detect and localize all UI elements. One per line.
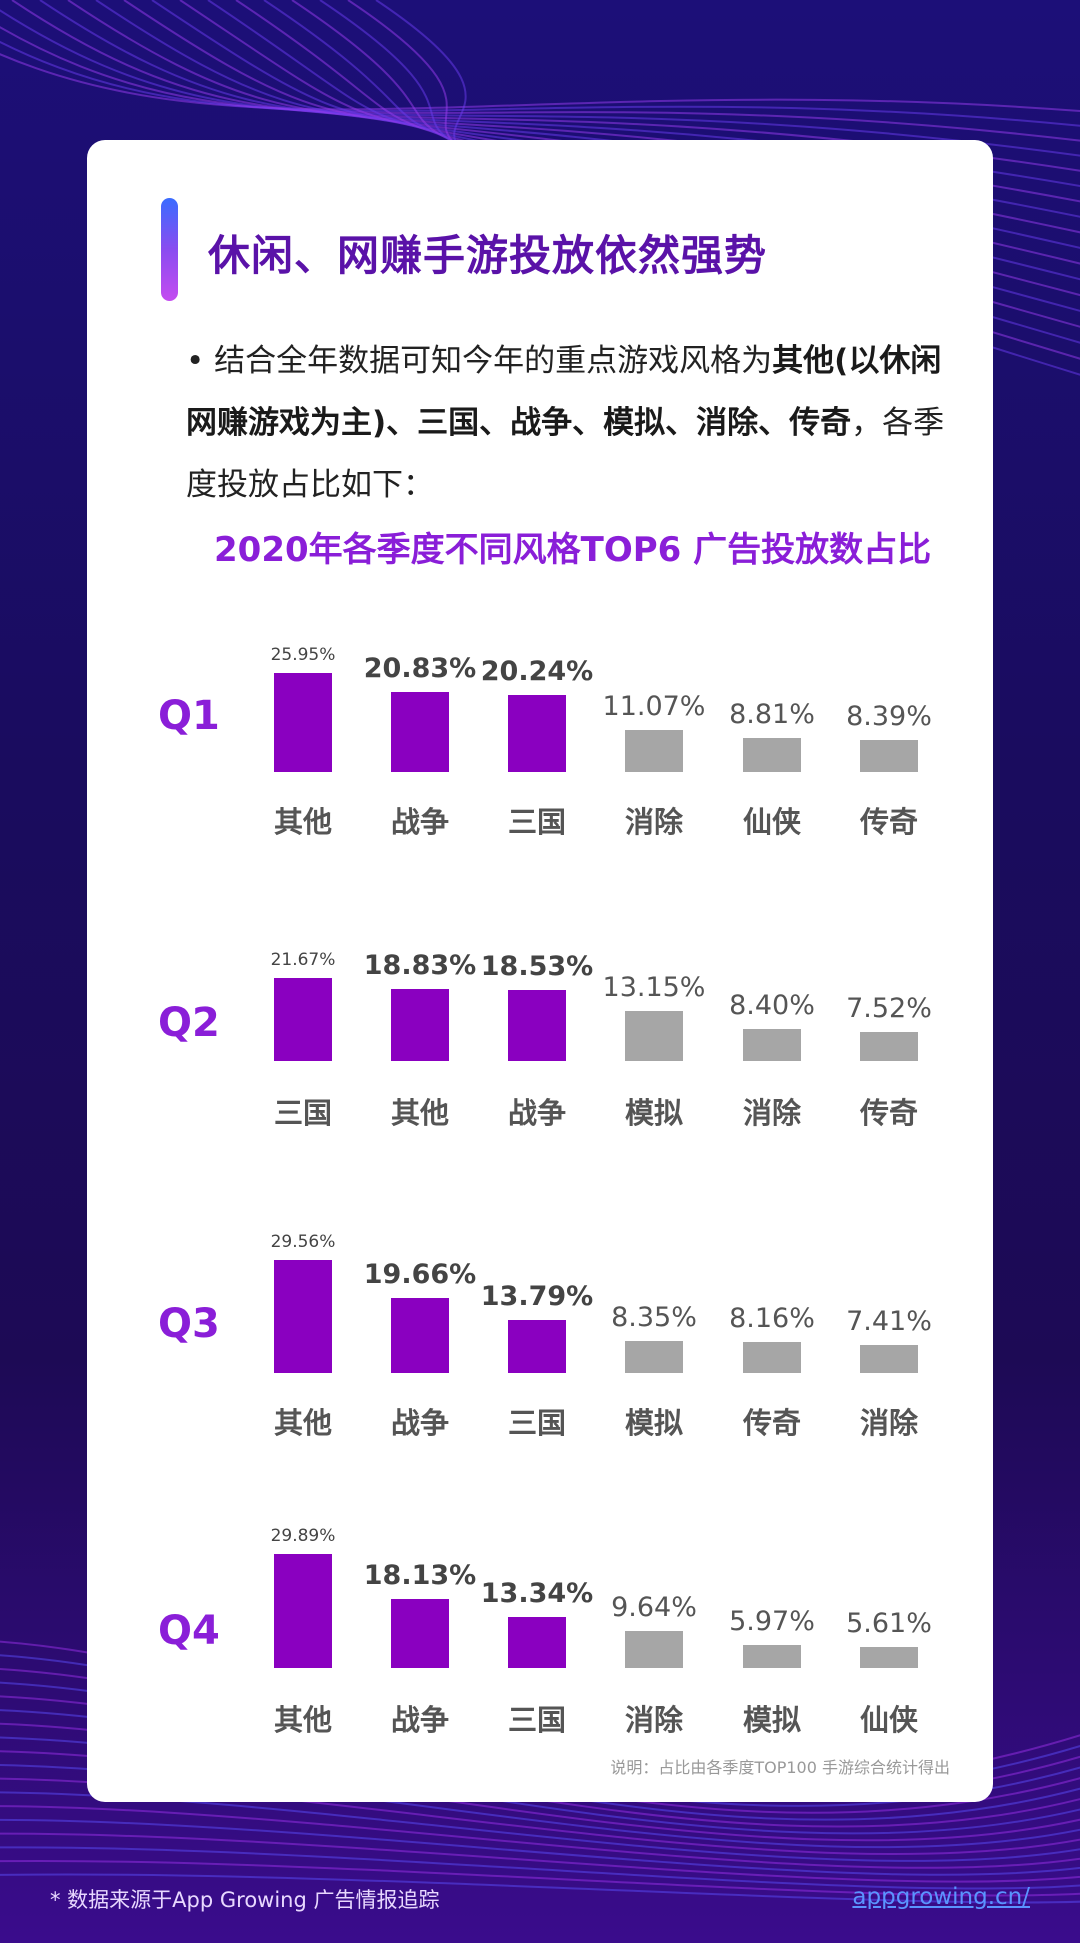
category-label: 其他 bbox=[273, 1703, 332, 1737]
bar bbox=[860, 739, 918, 772]
category-label: 模拟 bbox=[624, 1096, 683, 1130]
category-label: 仙侠 bbox=[742, 805, 801, 839]
bar bbox=[391, 989, 449, 1061]
value-label: 20.24% bbox=[480, 655, 594, 687]
title-accent-bar bbox=[161, 198, 178, 301]
bar bbox=[743, 1341, 801, 1373]
value-label: 7.41% bbox=[846, 1305, 932, 1337]
content-card bbox=[87, 140, 993, 1802]
value-label: 5.61% bbox=[846, 1607, 932, 1639]
wave-line bbox=[0, 1873, 1080, 1904]
wave-line bbox=[0, 9, 1080, 157]
wave-line bbox=[0, 1818, 1080, 1876]
category-label: 消除 bbox=[624, 1703, 683, 1737]
value-label: 8.35% bbox=[611, 1302, 697, 1334]
wave-line bbox=[0, 1832, 1080, 1883]
bar bbox=[274, 672, 332, 772]
bar bbox=[391, 692, 449, 772]
wave-line bbox=[0, 53, 1080, 113]
value-label: 18.53% bbox=[480, 951, 594, 983]
value-label: 8.81% bbox=[729, 699, 815, 731]
value-label: 21.67% bbox=[270, 950, 336, 971]
value-label: 5.97% bbox=[729, 1606, 815, 1638]
category-label: 模拟 bbox=[742, 1703, 801, 1737]
category-label: 仙侠 bbox=[859, 1703, 918, 1737]
bar bbox=[508, 1617, 566, 1668]
chart-title: 2020年各季度不同风格TOP6 广告投放数占比 bbox=[214, 530, 932, 570]
category-label: 其他 bbox=[390, 1096, 449, 1130]
category-label: 传奇 bbox=[859, 805, 918, 839]
category-label: 三国 bbox=[507, 805, 566, 839]
value-label: 20.83% bbox=[363, 653, 477, 685]
bar bbox=[274, 1553, 332, 1668]
wave-line bbox=[0, 1805, 1080, 1869]
bar bbox=[508, 1320, 566, 1373]
category-label: 消除 bbox=[742, 1096, 801, 1130]
wave-line bbox=[0, 1736, 1080, 1835]
quarter-label: Q3 bbox=[158, 1301, 220, 1347]
value-label: 9.64% bbox=[611, 1592, 697, 1624]
bar bbox=[743, 1645, 801, 1668]
value-label: 19.66% bbox=[363, 1258, 477, 1290]
summary-part1: 结合全年数据可知今年的重点游戏风格为 bbox=[204, 343, 773, 379]
category-label: 战争 bbox=[390, 1703, 449, 1737]
page-title: 休闲、网赚手游投放依然强势 bbox=[208, 231, 768, 280]
value-label: 8.40% bbox=[729, 989, 815, 1021]
bar bbox=[508, 694, 566, 772]
bar bbox=[860, 1032, 918, 1061]
category-label: 消除 bbox=[624, 805, 683, 839]
summary-part2: ，各季度投放占比如下： bbox=[186, 405, 945, 503]
category-label: 消除 bbox=[859, 1406, 918, 1440]
bar bbox=[274, 1260, 332, 1373]
bar bbox=[860, 1344, 918, 1373]
website-link[interactable]: appgrowing.cn/ bbox=[852, 1884, 1030, 1910]
category-label: 传奇 bbox=[742, 1406, 801, 1440]
bar bbox=[391, 1598, 449, 1668]
bar bbox=[508, 990, 566, 1061]
bar bbox=[743, 1028, 801, 1061]
wave-line bbox=[0, 26, 1080, 142]
quarter-label: Q4 bbox=[158, 1608, 220, 1654]
bar bbox=[625, 729, 683, 772]
category-label: 战争 bbox=[390, 805, 449, 839]
source-footnote: * 数据来源于App Growing 广告情报追踪 bbox=[50, 1888, 440, 1912]
summary-text: • 结合全年数据可知今年的重点游戏风格为其他(以休闲网赚游戏为主)、三国、战争、… bbox=[186, 330, 946, 516]
wave-line bbox=[0, 1846, 1080, 1890]
category-label: 战争 bbox=[390, 1406, 449, 1440]
summary-highlight: 其他(以休闲网赚游戏为主)、三国、战争、模拟、消除、传奇 bbox=[186, 343, 942, 441]
value-label: 29.56% bbox=[270, 1232, 336, 1253]
category-label: 三国 bbox=[507, 1703, 566, 1737]
value-label: 18.13% bbox=[363, 1559, 477, 1591]
value-label: 29.89% bbox=[270, 1525, 336, 1546]
bar bbox=[743, 738, 801, 772]
category-label: 模拟 bbox=[624, 1406, 683, 1440]
category-label: 三国 bbox=[273, 1096, 332, 1130]
value-label: 13.34% bbox=[480, 1578, 594, 1610]
bar bbox=[274, 978, 332, 1061]
value-label: 8.16% bbox=[729, 1302, 815, 1334]
value-label: 13.15% bbox=[602, 971, 706, 1003]
bullet: • bbox=[186, 343, 205, 379]
category-label: 其他 bbox=[273, 805, 332, 839]
category-label: 三国 bbox=[507, 1406, 566, 1440]
value-label: 13.79% bbox=[480, 1281, 594, 1313]
value-label: 18.83% bbox=[363, 950, 477, 982]
value-label: 8.39% bbox=[846, 700, 932, 732]
value-label: 11.07% bbox=[602, 690, 706, 722]
bar bbox=[625, 1010, 683, 1061]
wave-line bbox=[0, 1859, 1080, 1897]
category-label: 传奇 bbox=[859, 1096, 918, 1130]
quarter-label: Q1 bbox=[158, 693, 220, 739]
value-label: 25.95% bbox=[270, 644, 336, 665]
value-label: 7.52% bbox=[846, 993, 932, 1025]
wave-line bbox=[0, 1750, 1080, 1842]
chart-note: 说明：占比由各季度TOP100 手游综合统计得出 bbox=[610, 1758, 950, 1777]
bar bbox=[625, 1341, 683, 1373]
category-label: 战争 bbox=[507, 1096, 566, 1130]
bar bbox=[391, 1297, 449, 1373]
bar bbox=[860, 1646, 918, 1668]
quarter-label: Q2 bbox=[158, 1000, 220, 1046]
category-label: 其他 bbox=[273, 1406, 332, 1440]
bar bbox=[625, 1631, 683, 1668]
